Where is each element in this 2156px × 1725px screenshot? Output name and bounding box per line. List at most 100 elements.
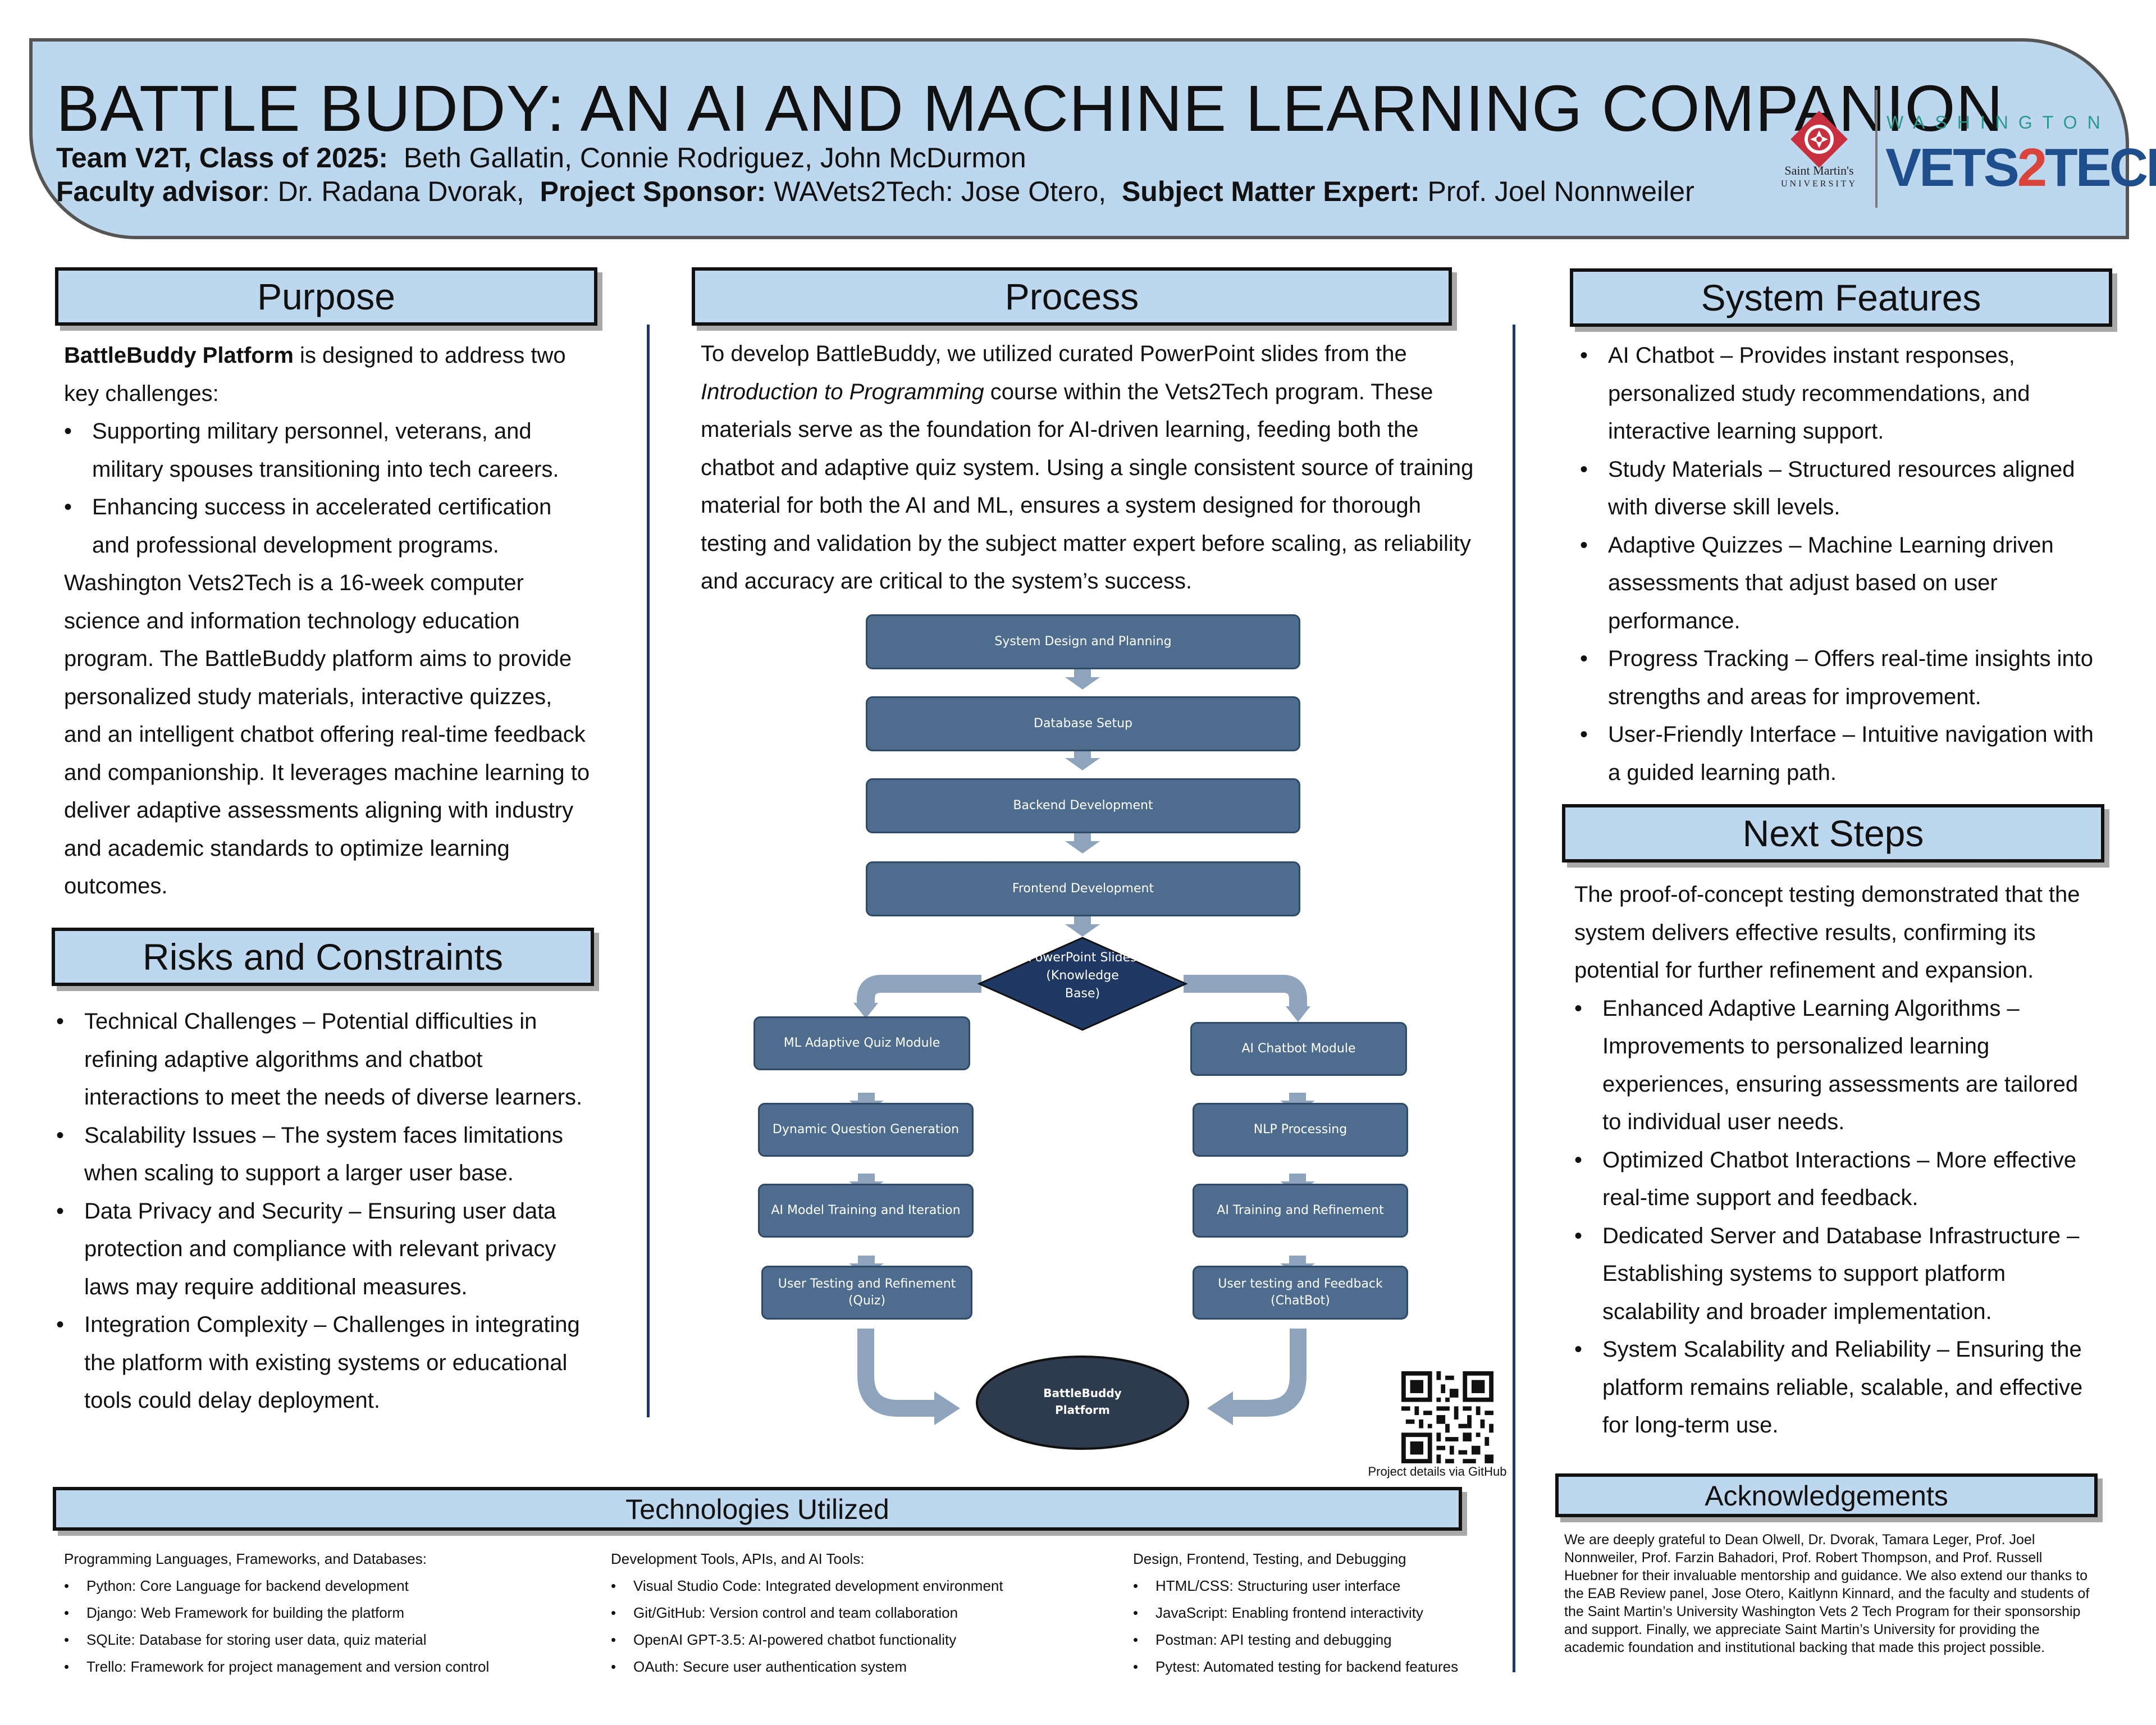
- feature-bullet: AI Chatbot – Provides instant responses,…: [1580, 337, 2102, 451]
- process-para-a: To develop BattleBuddy, we utilized cura…: [701, 341, 1407, 366]
- tech-column: Development Tools, APIs, and AI Tools: V…: [611, 1545, 1105, 1680]
- purpose-intro-rest: is designed to address two key challenge…: [64, 343, 566, 406]
- column-divider-left: [647, 325, 650, 1417]
- logo-divider: [1875, 90, 1878, 208]
- risk-bullet: Integration Complexity – Challenges in i…: [56, 1306, 595, 1420]
- next-steps-intro: The proof-of-concept testing demonstrate…: [1574, 882, 2080, 983]
- risks-body: Technical Challenges – Potential difficu…: [56, 1003, 595, 1420]
- tech-item: HTML/CSS: Structuring user interface: [1133, 1572, 1510, 1599]
- team-members: Beth Gallatin, Connie Rodriguez, John Mc…: [403, 142, 1026, 174]
- merge-left: [857, 1329, 938, 1417]
- flow-step-quiz: User Testing and Refinement (Quiz): [761, 1266, 972, 1320]
- final-platform-label: BattleBuddy Platform: [1043, 1386, 1122, 1417]
- merge-right-head: [1207, 1391, 1233, 1425]
- team-label: Team V2T, Class of 2025:: [56, 142, 389, 174]
- sme-label: Subject Matter Expert:: [1121, 176, 1420, 207]
- acknowledgements-text: We are deeply grateful to Dean Olwell, D…: [1564, 1532, 2090, 1655]
- technologies-heading: Technologies Utilized: [53, 1487, 1462, 1531]
- flow-step-quiz: Dynamic Question Generation: [758, 1103, 974, 1157]
- sponsor-name: WAVets2Tech: Jose Otero,: [774, 176, 1107, 207]
- tech-item: OpenAI GPT-3.5: AI-powered chatbot funct…: [611, 1626, 1105, 1653]
- branch-left-head: [853, 1003, 878, 1019]
- next-step-bullet: Enhanced Adaptive Learning Algorithms – …: [1574, 990, 2102, 1142]
- flow-step-chatbot: NLP Processing: [1193, 1103, 1408, 1157]
- feature-bullet: User-Friendly Interface – Intuitive navi…: [1580, 716, 2102, 792]
- next-steps-heading: Next Steps: [1562, 804, 2104, 862]
- vets2tech-logo: VETS2TECH: [1885, 137, 2156, 199]
- header-banner: [29, 38, 2129, 239]
- saint-martins-logo: [1790, 111, 1848, 168]
- features-heading: System Features: [1570, 268, 2112, 327]
- merge-left-head: [934, 1391, 960, 1425]
- purpose-bullet: Enhancing success in accelerated certifi…: [64, 489, 592, 564]
- v2t-tech: TECH: [2045, 138, 2156, 198]
- tech-column-title: Development Tools, APIs, and AI Tools:: [611, 1550, 865, 1567]
- purpose-bullet: Supporting military personnel, veterans,…: [64, 413, 592, 489]
- merge-right: [1230, 1329, 1307, 1417]
- process-heading: Process: [692, 267, 1452, 326]
- flow-step: System Design and Planning: [866, 614, 1300, 669]
- flow-step-quiz: AI Model Training and Iteration: [758, 1184, 974, 1238]
- washington-wordmark: WASHINGTON: [1886, 112, 2111, 133]
- tech-column-title: Design, Frontend, Testing, and Debugging: [1133, 1550, 1406, 1567]
- branch-right: [1184, 975, 1307, 1008]
- sme-name: Prof. Joel Nonnweiler: [1427, 176, 1694, 207]
- knowledge-base-diamond: [977, 937, 1188, 1031]
- risks-heading: Risks and Constraints: [52, 928, 594, 986]
- flow-step-chatbot: AI Training and Refinement: [1193, 1184, 1408, 1238]
- smu-name-text: Saint Martin's: [1784, 163, 1854, 177]
- tech-column: Design, Frontend, Testing, and Debugging…: [1133, 1545, 1510, 1680]
- tech-column: Programming Languages, Frameworks, and D…: [64, 1545, 569, 1680]
- risk-bullet: Data Privacy and Security – Ensuring use…: [56, 1193, 595, 1307]
- smu-sub-text: UNIVERSITY: [1781, 179, 1857, 189]
- tech-item: Visual Studio Code: Integrated developme…: [611, 1572, 1105, 1599]
- acknowledgements-heading: Acknowledgements: [1555, 1473, 2098, 1517]
- github-qr-code[interactable]: [1401, 1371, 1493, 1463]
- battlebuddy-platform-oval: [976, 1356, 1189, 1450]
- advisor-line: Faculty advisor: Dr. Radana Dvorak, Proj…: [56, 175, 1694, 208]
- flow-step-chatbot: AI Chatbot Module: [1190, 1022, 1407, 1076]
- flow-step: Database Setup: [866, 696, 1300, 751]
- process-para-b: course within the Vets2Tech program. The…: [701, 379, 1474, 594]
- qr-caption: Project details via GitHub: [1368, 1464, 1507, 1478]
- flow-step: Backend Development: [866, 778, 1300, 833]
- tech-item: Django: Web Framework for building the p…: [64, 1599, 569, 1626]
- process-paragraph: To develop BattleBuddy, we utilized cura…: [701, 335, 1487, 601]
- tech-item: Pytest: Automated testing for backend fe…: [1133, 1653, 1510, 1680]
- tech-item: Git/GitHub: Version control and team col…: [611, 1599, 1105, 1626]
- branch-right-head: [1286, 1006, 1310, 1022]
- purpose-paragraph: Washington Vets2Tech is a 16-week comput…: [64, 571, 590, 898]
- purpose-intro: BattleBuddy Platform is designed to addr…: [64, 337, 592, 413]
- arrow-down: [1065, 669, 1100, 690]
- tech-item: SQLite: Database for storing user data, …: [64, 1626, 569, 1653]
- tech-column-title: Programming Languages, Frameworks, and D…: [64, 1550, 427, 1567]
- feature-bullet: Progress Tracking – Offers real-time ins…: [1580, 640, 2102, 716]
- arrow-down: [1065, 750, 1100, 770]
- arrow-down: [1065, 833, 1100, 854]
- branch-left: [857, 975, 981, 1005]
- purpose-body: BattleBuddy Platform is designed to addr…: [64, 337, 592, 906]
- next-steps-body: The proof-of-concept testing demonstrate…: [1574, 876, 2102, 1445]
- sponsor-label: Project Sponsor:: [540, 176, 766, 207]
- poster-title: BATTLE BUDDY: AN AI AND MACHINE LEARNING…: [56, 72, 2004, 145]
- tech-item: Python: Core Language for backend develo…: [64, 1572, 569, 1599]
- team-line: Team V2T, Class of 2025: Beth Gallatin, …: [56, 142, 1026, 174]
- risk-bullet: Scalability Issues – The system faces li…: [56, 1117, 595, 1193]
- next-step-bullet: Optimized Chatbot Interactions – More ef…: [1574, 1142, 2102, 1217]
- next-step-bullet: System Scalability and Reliability – Ens…: [1574, 1331, 2102, 1445]
- process-para-italic: Introduction to Programming: [701, 379, 984, 404]
- flow-step: Frontend Development: [866, 861, 1300, 916]
- tech-item: Postman: API testing and debugging: [1133, 1626, 1510, 1653]
- advisor-label: Faculty advisor: [56, 176, 262, 207]
- v2t-two: 2: [2017, 138, 2047, 198]
- tech-item: JavaScript: Enabling frontend interactiv…: [1133, 1599, 1510, 1626]
- v2t-vets: VETS: [1885, 138, 2020, 198]
- flow-step-quiz: ML Adaptive Quiz Module: [753, 1016, 970, 1070]
- features-body: AI Chatbot – Provides instant responses,…: [1580, 337, 2102, 792]
- knowledge-base-label: PowerPoint Slides (Knowledge Base): [1028, 951, 1137, 1001]
- saint-martins-wordmark: Saint Martin's UNIVERSITY: [1757, 164, 1881, 191]
- feature-bullet: Study Materials – Structured resources a…: [1580, 451, 2102, 527]
- feature-bullet: Adaptive Quizzes – Machine Learning driv…: [1580, 527, 2102, 641]
- purpose-heading: Purpose: [55, 267, 597, 326]
- next-step-bullet: Dedicated Server and Database Infrastruc…: [1574, 1217, 2102, 1331]
